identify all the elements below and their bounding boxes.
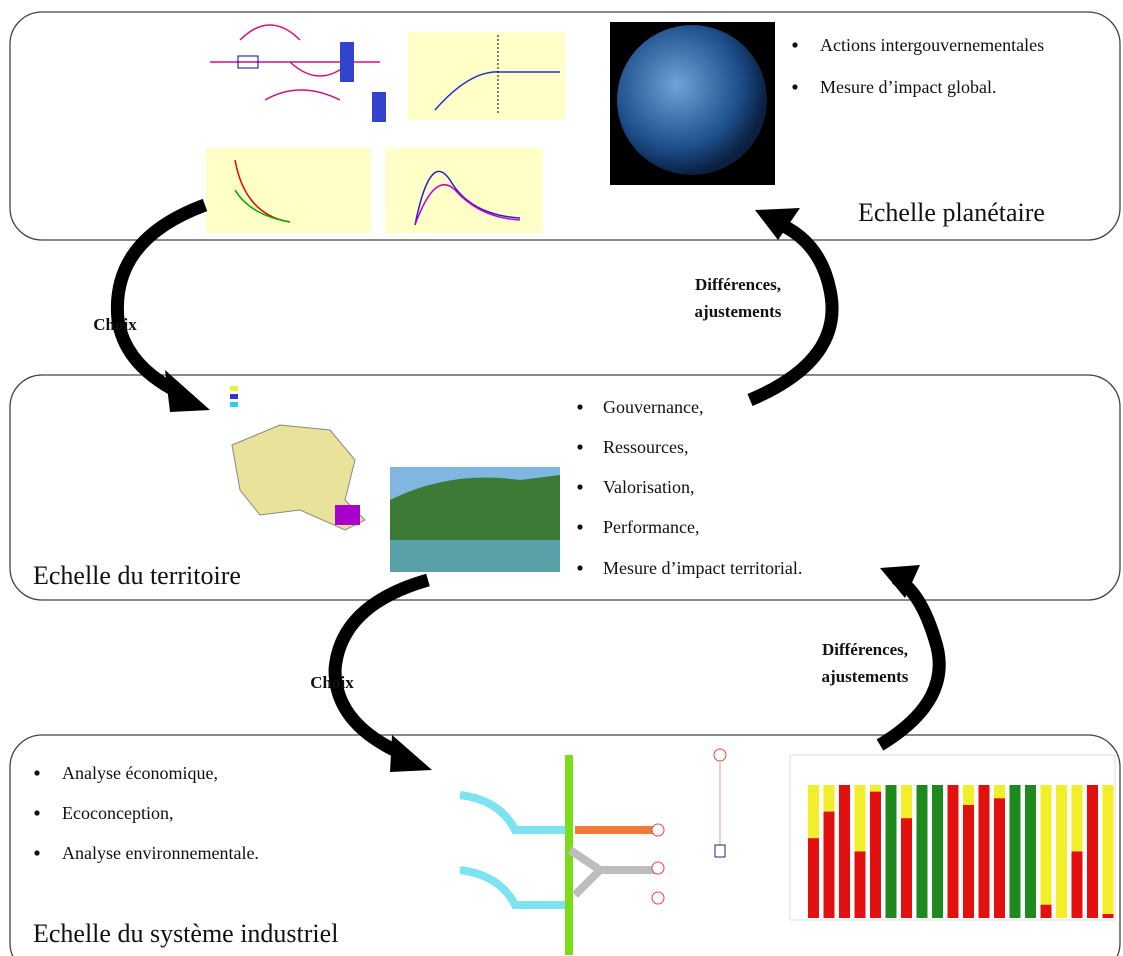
level-title: Echelle du territoire bbox=[33, 561, 241, 590]
bar-image-part bbox=[1009, 785, 1021, 918]
bullet-text: Ecoconception, bbox=[62, 803, 173, 823]
arrow-label: Différences, bbox=[822, 640, 908, 659]
bar-image-part bbox=[916, 785, 928, 918]
territory-images bbox=[228, 383, 560, 572]
bar-chart-image bbox=[808, 785, 1114, 918]
bullet-dot bbox=[577, 524, 583, 530]
bullet-dot bbox=[577, 484, 583, 490]
bullet-text: Ressources, bbox=[603, 437, 688, 457]
earth bbox=[617, 25, 767, 175]
bullet-text: Analyse environnementale. bbox=[62, 843, 259, 863]
bar-image-part bbox=[1102, 785, 1114, 918]
arrows bbox=[110, 198, 946, 761]
bar-image-part bbox=[1040, 904, 1052, 918]
level-title: Echelle planétaire bbox=[858, 198, 1045, 227]
bullet-dot bbox=[34, 770, 40, 776]
bullet-dot bbox=[34, 810, 40, 816]
bullet-dot bbox=[577, 565, 583, 571]
bar-image-part bbox=[1025, 785, 1036, 918]
bar-image-part bbox=[1056, 785, 1067, 918]
bar-image-part bbox=[1071, 851, 1083, 918]
bar-image-part bbox=[978, 785, 990, 918]
bar-image-part bbox=[1102, 914, 1114, 918]
bar-image-part bbox=[1087, 785, 1098, 918]
bullet-text: Analyse économique, bbox=[62, 763, 218, 783]
bar-image-part bbox=[901, 818, 912, 918]
arrow-label: ajustements bbox=[695, 302, 782, 321]
bar-image-part bbox=[839, 785, 850, 918]
bar-image-part bbox=[823, 811, 835, 918]
arrow-label: Différences, bbox=[695, 275, 781, 294]
bullet-dot bbox=[792, 84, 798, 90]
bullet-text: Valorisation, bbox=[603, 477, 695, 497]
bullet-text: Performance, bbox=[603, 517, 699, 537]
bullet-dot bbox=[577, 404, 583, 410]
bullet-text: Gouvernance, bbox=[603, 397, 703, 417]
bar-image-part bbox=[932, 785, 943, 918]
level-title: Echelle du système industriel bbox=[33, 919, 338, 948]
bullet-dot bbox=[577, 444, 583, 450]
bar-image-part bbox=[963, 804, 974, 918]
model-thumbnails bbox=[205, 18, 565, 233]
bar-image-part bbox=[1040, 785, 1052, 918]
bar-image-part bbox=[947, 785, 959, 918]
bar-image-part bbox=[808, 838, 819, 918]
arrowheads bbox=[165, 208, 920, 772]
arrow-label: Choix bbox=[310, 673, 354, 692]
bar-image-part bbox=[854, 851, 866, 918]
bullet-text: Mesure d’impact territorial. bbox=[603, 558, 802, 578]
bullet-text: Mesure d’impact global. bbox=[820, 77, 996, 97]
bullet-dot bbox=[34, 850, 40, 856]
bullet-text: Actions intergouvernementales bbox=[820, 35, 1044, 55]
arrow-label: Choix bbox=[93, 315, 137, 334]
bar-image-part bbox=[885, 785, 897, 918]
arrow-label: ajustements bbox=[822, 667, 909, 686]
bar-image-part bbox=[994, 798, 1005, 918]
bar-image-part bbox=[870, 791, 881, 918]
bullet-dot bbox=[792, 42, 798, 48]
